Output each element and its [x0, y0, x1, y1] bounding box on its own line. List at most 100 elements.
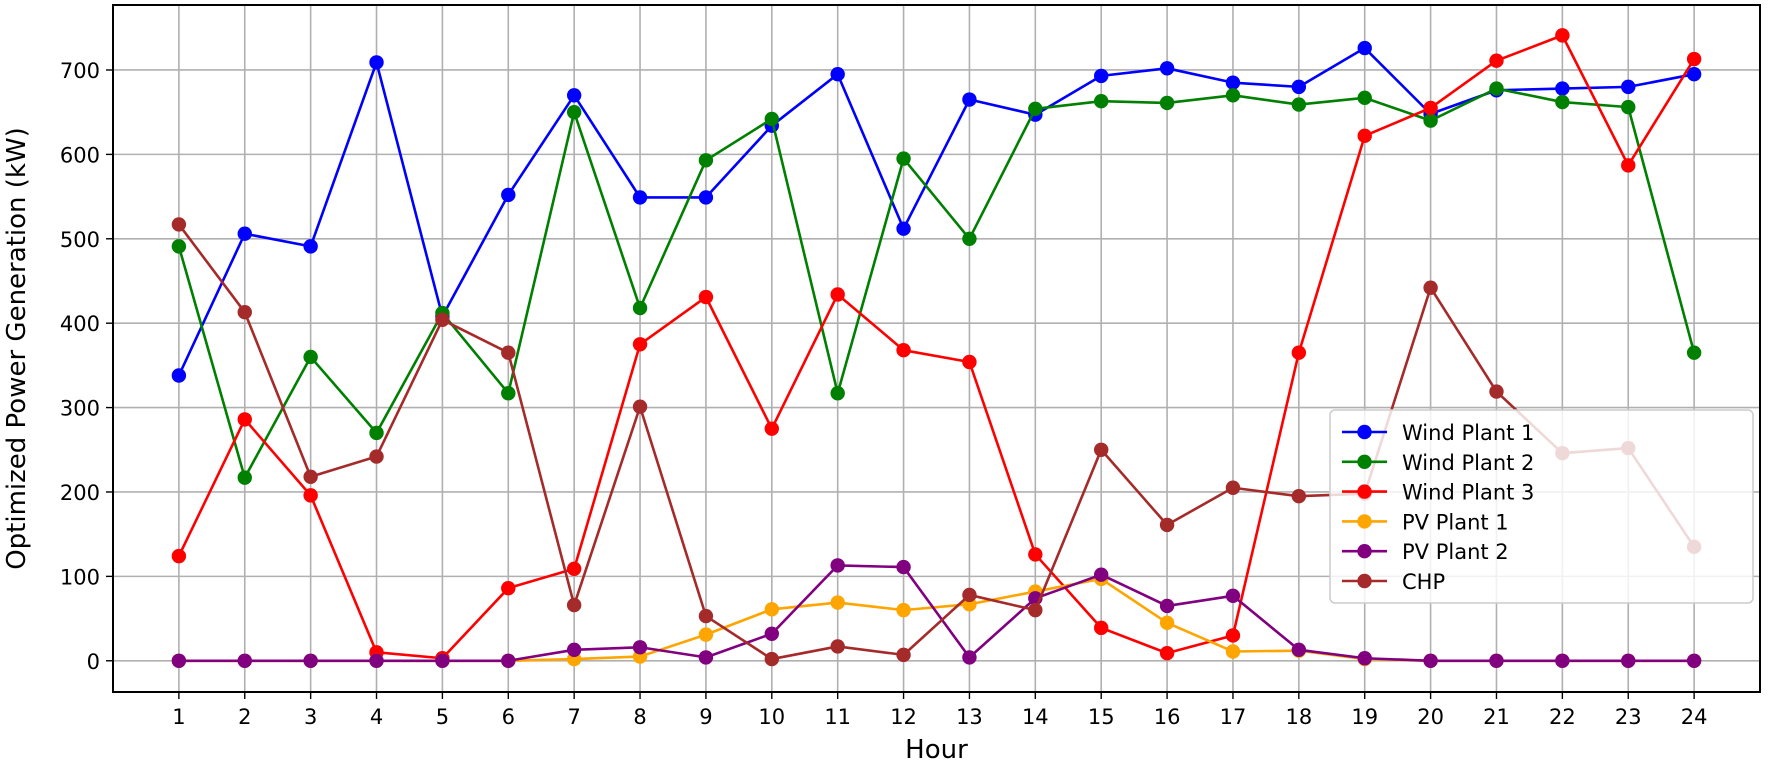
data-point-wind-plant-1: [1094, 68, 1109, 84]
data-point-pv-plant-2: [896, 559, 911, 575]
x-tick-label: 13: [956, 705, 983, 729]
data-point-wind-plant-1: [501, 187, 516, 203]
data-point-wind-plant-2: [1357, 90, 1372, 106]
data-point-pv-plant-2: [1555, 653, 1570, 668]
data-point-wind-plant-3: [171, 548, 187, 564]
data-point-chp: [1028, 602, 1043, 618]
x-tick-label: 15: [1088, 705, 1115, 729]
data-point-wind-plant-2: [962, 231, 977, 246]
x-tick-label: 1: [172, 705, 185, 729]
data-point-wind-plant-1: [1225, 75, 1241, 90]
data-point-wind-plant-2: [237, 470, 252, 485]
data-point-wind-plant-1: [698, 190, 714, 205]
legend-label: PV Plant 2: [1402, 540, 1509, 564]
legend-marker: [1357, 484, 1372, 499]
data-point-chp: [698, 608, 714, 624]
x-tick-label: 9: [699, 705, 712, 729]
data-point-pv-plant-2: [1489, 653, 1504, 668]
data-point-wind-plant-1: [962, 92, 977, 107]
data-point-chp: [303, 469, 318, 484]
legend: Wind Plant 1 Wind Plant 2 Wind Plant 3 PV P…: [1329, 409, 1754, 604]
legend-label: Wind Plant 1: [1402, 421, 1534, 445]
y-tick-label: 300: [60, 397, 100, 421]
data-point-chp: [1423, 280, 1438, 295]
data-point-wind-plant-3: [1489, 53, 1504, 68]
data-point-wind-plant-2: [764, 111, 779, 127]
x-tick-label: 4: [370, 705, 383, 729]
series-chp: [171, 217, 1702, 667]
data-point-wind-plant-2: [830, 386, 845, 401]
x-tick-label: 14: [1022, 705, 1049, 729]
data-point-chp: [501, 345, 516, 360]
data-point-chp: [1225, 480, 1241, 495]
data-point-chp: [764, 651, 779, 667]
data-point-wind-plant-1: [566, 88, 582, 103]
data-point-pv-plant-2: [830, 558, 845, 573]
x-tick-label: 7: [567, 705, 580, 729]
legend-box: [1329, 409, 1754, 604]
data-point-wind-plant-2: [1423, 113, 1438, 128]
data-point-wind-plant-3: [1291, 345, 1307, 360]
data-point-wind-plant-2: [501, 386, 516, 401]
data-point-wind-plant-1: [303, 239, 318, 254]
data-point-wind-plant-1: [171, 368, 187, 383]
legend-marker: [1357, 454, 1372, 469]
y-axis-title: Optimized Power Generation (kW): [2, 127, 32, 570]
data-point-wind-plant-2: [1686, 345, 1702, 360]
data-point-pv-plant-1: [764, 602, 779, 617]
data-point-wind-plant-1: [1357, 40, 1372, 56]
data-point-wind-plant-3: [566, 561, 582, 576]
plot-area-frame: [112, 4, 1761, 693]
data-point-wind-plant-1: [1621, 79, 1636, 95]
legend-marker: [1357, 544, 1372, 559]
data-point-wind-plant-1: [632, 190, 648, 205]
data-point-wind-plant-3: [1423, 100, 1438, 116]
data-point-chp: [830, 639, 845, 654]
data-point-pv-plant-2: [1225, 588, 1241, 603]
data-point-chp: [171, 217, 187, 232]
data-point-wind-plant-1: [1159, 61, 1175, 76]
data-point-wind-plant-2: [896, 151, 911, 166]
data-point-pv-plant-2: [1621, 653, 1636, 668]
x-tick-label: 12: [890, 705, 917, 729]
data-point-pv-plant-2: [369, 653, 384, 668]
data-point-wind-plant-3: [830, 287, 845, 302]
data-point-wind-plant-2: [369, 425, 384, 441]
y-tick-label: 500: [60, 228, 100, 252]
data-point-chp: [962, 587, 977, 603]
data-point-wind-plant-3: [962, 354, 977, 370]
x-tick-label: 16: [1154, 705, 1181, 729]
data-point-wind-plant-1: [1291, 79, 1307, 95]
data-point-wind-plant-2: [1225, 88, 1241, 103]
data-point-pv-plant-2: [1159, 598, 1175, 614]
data-point-wind-plant-3: [1621, 158, 1636, 173]
data-point-pv-plant-2: [501, 653, 516, 668]
legend-marker: [1357, 424, 1372, 440]
y-tick-label: 100: [60, 565, 100, 589]
x-tick-label: 23: [1615, 705, 1642, 729]
data-point-wind-plant-2: [1159, 95, 1175, 111]
series-line-wind-plant-1: [177, 46, 1695, 377]
y-tick-label: 0: [87, 650, 100, 674]
data-point-chp: [632, 399, 648, 414]
legend-label: Wind Plant 3: [1402, 481, 1534, 505]
series-line-wind-plant-2: [177, 87, 1696, 479]
x-tick-label: 19: [1351, 705, 1378, 729]
series-line-chp: [177, 223, 1696, 661]
x-tick-label: 10: [758, 705, 785, 729]
x-tick-label: 2: [238, 705, 251, 729]
data-point-pv-plant-2: [1291, 642, 1307, 658]
data-point-wind-plant-3: [1686, 51, 1702, 67]
data-point-pv-plant-1: [1159, 615, 1175, 630]
series-wind-plant-3: [171, 28, 1702, 666]
data-point-wind-plant-3: [501, 580, 516, 596]
data-point-wind-plant-2: [632, 300, 648, 316]
data-point-chp: [435, 312, 450, 328]
x-tick-label: 21: [1483, 705, 1510, 729]
legend-marker: [1357, 514, 1372, 529]
data-point-wind-plant-3: [698, 289, 714, 305]
y-tick-label: 400: [60, 312, 100, 336]
data-point-wind-plant-3: [896, 342, 911, 358]
data-point-wind-plant-3: [632, 337, 648, 352]
